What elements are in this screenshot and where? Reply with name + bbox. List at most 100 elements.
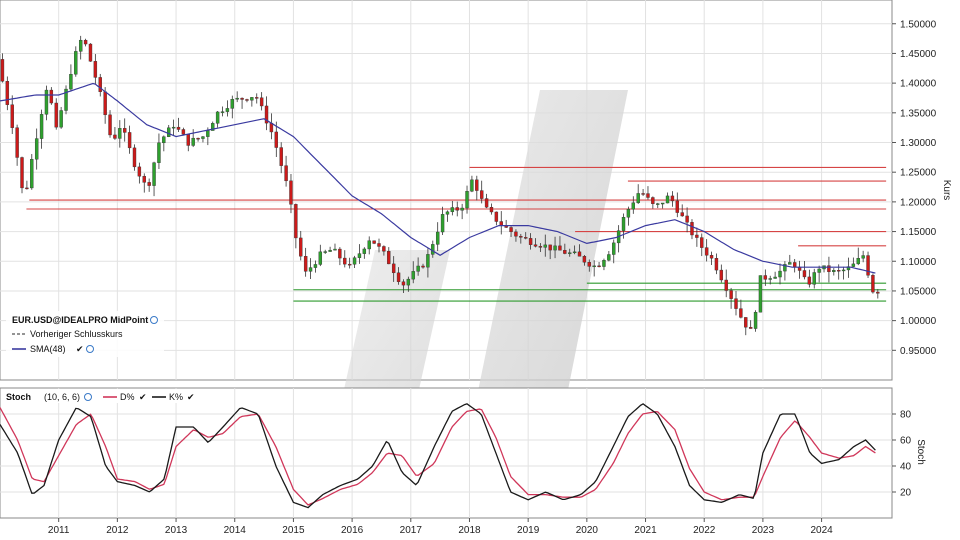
candle-body (142, 175, 146, 183)
candle-body (152, 162, 156, 186)
check-icon[interactable]: ✔ (187, 392, 195, 402)
legend-d: D% (120, 392, 135, 402)
candle-body (171, 126, 176, 129)
candle-body (308, 267, 313, 272)
candle-body (123, 128, 127, 133)
y-tick-label: 20 (900, 488, 912, 499)
candle-body (377, 243, 381, 247)
candle-body (538, 246, 543, 248)
candle-body (807, 276, 812, 285)
candle-body (572, 251, 577, 254)
candle-body (0, 59, 5, 82)
stoch-y-axis-ticks: 80 60 40 20 (892, 410, 912, 499)
candle-body (802, 270, 807, 278)
candle-body (108, 114, 112, 136)
candle-body (670, 195, 675, 202)
stoch-plot-background (0, 387, 893, 519)
x-tick-label: 2019 (517, 525, 540, 536)
candle-body (220, 111, 225, 113)
candle-body (729, 290, 733, 299)
candle-body (719, 269, 724, 281)
candle-body (176, 126, 181, 130)
candle-body (167, 127, 171, 137)
candle-body (577, 251, 582, 257)
candle-body (303, 256, 308, 272)
candle-body (69, 74, 73, 90)
globe-icon[interactable] (150, 316, 158, 324)
candle-body (558, 245, 562, 251)
candle-body (871, 275, 875, 293)
candle-body (778, 270, 782, 278)
candle-body (636, 193, 640, 204)
candle-body (675, 200, 680, 213)
candle-body (846, 266, 851, 271)
candle-body (411, 271, 415, 280)
check-icon[interactable]: ✔ (139, 392, 147, 402)
globe-icon[interactable] (84, 393, 92, 401)
candle-body (191, 137, 195, 146)
check-icon[interactable]: ✔ (76, 344, 84, 354)
candle-body (792, 262, 797, 268)
candle-body (362, 248, 367, 254)
candle-body (127, 132, 132, 149)
y-tick-label: 1.25000 (900, 168, 937, 179)
candle-body (519, 236, 523, 238)
y-tick-label: 1.20000 (900, 197, 937, 208)
candle-body (621, 217, 626, 231)
candle-body (113, 134, 117, 139)
horizontal-levels (26, 166, 887, 302)
watermark-logo-left (335, 250, 450, 430)
candle-body (83, 39, 88, 45)
candle-body (851, 263, 856, 267)
candle-body (347, 263, 352, 266)
candle-body (211, 123, 215, 131)
candle-body (470, 179, 474, 192)
candle-body (714, 258, 719, 271)
x-tick-label: 2015 (282, 525, 305, 536)
candle-body (827, 265, 831, 273)
legend-k: K% (169, 392, 183, 402)
candle-body (367, 240, 371, 250)
candle-body (88, 43, 93, 62)
candle-body (406, 278, 411, 286)
candle-body (338, 248, 342, 259)
candle-body (460, 207, 464, 211)
candle-body (866, 255, 870, 276)
stoch-k-line (0, 403, 876, 509)
stoch-legend: Stoch (10, 6, 6) D% ✔ K% ✔ (1, 389, 201, 403)
x-tick-label: 2011 (48, 525, 70, 536)
candle-body (528, 238, 533, 245)
candle-body (230, 99, 234, 109)
candle-body (416, 265, 420, 272)
candle-body (181, 129, 186, 135)
candle-body (744, 317, 748, 328)
candle-body (450, 207, 455, 213)
legend-sma: SMA(48) (30, 344, 66, 354)
stoch-title: Stoch (6, 392, 31, 402)
y-tick-label: 1.40000 (900, 79, 937, 90)
candle-body (25, 187, 29, 190)
globe-icon[interactable] (86, 345, 94, 353)
main-legend: EUR.USD@IDEALPRO MidPoint Vorheriger Sch… (6, 311, 164, 357)
candle-body (44, 89, 49, 115)
candle-body (758, 275, 763, 313)
candle-body (54, 102, 58, 128)
candle-body (602, 260, 606, 267)
candle-body (387, 251, 391, 265)
candle-body (524, 237, 528, 239)
x-tick-label: 2017 (400, 525, 423, 536)
candle-body (245, 99, 249, 101)
candle-body (147, 182, 151, 186)
candle-body (357, 253, 362, 258)
candle-body (34, 138, 39, 160)
candle-body (817, 268, 821, 273)
main-y-axis-ticks: 1.50000 1.45000 1.40000 1.35000 1.30000 1.250… (892, 19, 937, 357)
y-tick-label: 1.45000 (900, 49, 937, 60)
candle-body (5, 81, 10, 105)
legend-previous-close: Vorheriger Schlusskurs (30, 329, 123, 339)
candle-body (401, 281, 406, 286)
candle-body (709, 255, 714, 259)
candle-body (20, 157, 24, 189)
candle-body (494, 211, 499, 222)
candle-body (455, 207, 459, 211)
